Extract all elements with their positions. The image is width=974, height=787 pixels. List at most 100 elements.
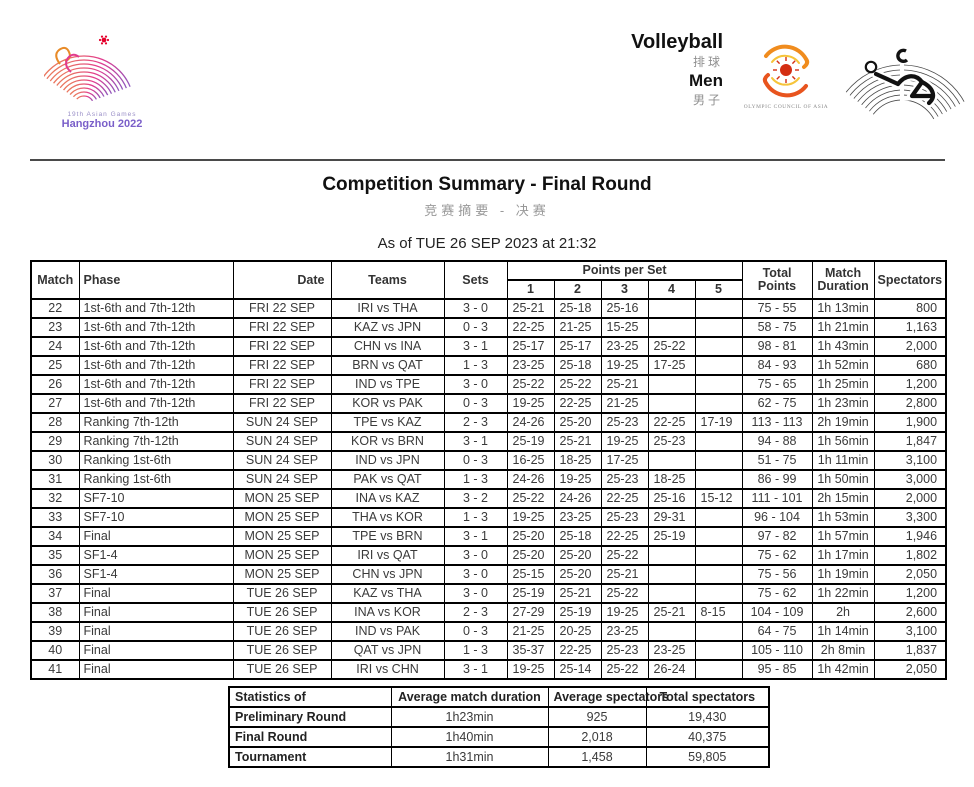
cell-duration: 1h 13min: [811, 298, 875, 319]
cell-sets: 1 - 3: [443, 507, 508, 528]
cell-s4: 25-21: [647, 602, 696, 623]
cell-avg_duration: 1h40min: [390, 726, 549, 748]
cell-s1: 25-15: [506, 564, 555, 585]
stats-row: Preliminary Round 1h23min 925 19,430: [228, 706, 770, 728]
cell-s1: 25-22: [506, 488, 555, 509]
cell-phase: Ranking 7th-12th: [78, 412, 234, 433]
cell-spectators: 1,163: [873, 317, 947, 338]
cell-s4: 23-25: [647, 640, 696, 661]
cell-s1: 23-25: [506, 355, 555, 376]
cell-duration: 2h: [811, 602, 875, 623]
match-row: 37 Final TUE 26 SEP KAZ vs THA 3 - 0 25-…: [30, 583, 947, 604]
match-row: 28 Ranking 7th-12th SUN 24 SEP TPE vs KA…: [30, 412, 947, 433]
match-row: 22 1st-6th and 7th-12th FRI 22 SEP IRI v…: [30, 298, 947, 319]
fan-logo-icon: 19th Asian Games Hangzhou 2022: [34, 35, 142, 130]
cell-s5: [694, 469, 743, 490]
cell-s3: 19-25: [600, 602, 649, 623]
cell-s5: [694, 317, 743, 338]
cell-s1: 35-37: [506, 640, 555, 661]
cell-s4: 22-25: [647, 412, 696, 433]
cell-match: 26: [30, 374, 80, 395]
cell-match: 25: [30, 355, 80, 376]
cell-s1: 25-20: [506, 526, 555, 547]
cell-s5: [694, 298, 743, 319]
cell-sets: 3 - 1: [443, 431, 508, 452]
cell-match: 34: [30, 526, 80, 547]
cell-sets: 0 - 3: [443, 393, 508, 414]
cell-match: 36: [30, 564, 80, 585]
cell-total: 62 - 75: [741, 393, 813, 414]
oca-caption-text: OLYMPIC COUNCIL OF ASIA: [744, 104, 829, 110]
cell-spectators: 3,300: [873, 507, 947, 528]
page-title-zh: 竞赛摘要 - 决赛: [424, 203, 550, 218]
cell-spectators: 1,837: [873, 640, 947, 661]
cell-sets: 3 - 0: [443, 564, 508, 585]
match-row: 25 1st-6th and 7th-12th FRI 22 SEP BRN v…: [30, 355, 947, 376]
cell-total: 113 - 113: [741, 412, 813, 433]
cell-spectators: 2,050: [873, 564, 947, 585]
cell-teams: IRI vs CHN: [330, 659, 445, 680]
cell-s5: [694, 545, 743, 566]
match-row: 31 Ranking 1st-6th SUN 24 SEP PAK vs QAT…: [30, 469, 947, 490]
cell-phase: Final: [78, 602, 234, 623]
cell-spectators: 800: [873, 298, 947, 319]
cell-sets: 2 - 3: [443, 412, 508, 433]
cell-s4: 17-25: [647, 355, 696, 376]
cell-teams: CHN vs INA: [330, 336, 445, 357]
cell-duration: 1h 14min: [811, 621, 875, 642]
cell-phase: Ranking 7th-12th: [78, 431, 234, 452]
cell-total: 58 - 75: [741, 317, 813, 338]
cell-s2: 18-25: [553, 450, 602, 471]
cell-s4: [647, 564, 696, 585]
match-row: 26 1st-6th and 7th-12th FRI 22 SEP IND v…: [30, 374, 947, 395]
cell-s1: 24-26: [506, 412, 555, 433]
cell-s5: [694, 374, 743, 395]
cell-total: 94 - 88: [741, 431, 813, 452]
cell-s5: [694, 507, 743, 528]
stats-table-container: Statistics of Average match duration Ave…: [228, 686, 770, 768]
cell-s4: [647, 393, 696, 414]
cell-match: 23: [30, 317, 80, 338]
cell-duration: 1h 56min: [811, 431, 875, 452]
cell-duration: 1h 43min: [811, 336, 875, 357]
cell-duration: 1h 50min: [811, 469, 875, 490]
cell-s4: [647, 583, 696, 604]
cell-s3: 15-25: [600, 317, 649, 338]
cell-duration: 1h 57min: [811, 526, 875, 547]
cell-phase: 1st-6th and 7th-12th: [78, 374, 234, 395]
col-header-teams: Teams: [330, 260, 445, 300]
volleyball-ball-icon: [864, 60, 878, 74]
cell-s1: 19-25: [506, 659, 555, 680]
col-header-set-2: 2: [553, 279, 602, 300]
cell-s1: 25-22: [506, 374, 555, 395]
sport-name: Volleyball: [631, 31, 723, 53]
cell-s3: 25-16: [600, 298, 649, 319]
cell-duration: 1h 53min: [811, 507, 875, 528]
cell-duration: 1h 52min: [811, 355, 875, 376]
cell-s3: 19-25: [600, 431, 649, 452]
cell-s5: [694, 659, 743, 680]
cell-date: FRI 22 SEP: [232, 393, 332, 414]
cell-date: MON 25 SEP: [232, 564, 332, 585]
cell-teams: KOR vs PAK: [330, 393, 445, 414]
cell-date: FRI 22 SEP: [232, 374, 332, 395]
cell-total_spectators: 40,375: [645, 726, 770, 748]
cell-duration: 1h 23min: [811, 393, 875, 414]
cell-total: 96 - 104: [741, 507, 813, 528]
cell-spectators: 2,600: [873, 602, 947, 623]
cell-avg_spectators: 1,458: [547, 746, 647, 768]
cell-phase: Ranking 1st-6th: [78, 469, 234, 490]
cell-s2: 20-25: [553, 621, 602, 642]
cell-date: MON 25 SEP: [232, 545, 332, 566]
cell-s3: 25-22: [600, 583, 649, 604]
cell-s1: 27-29: [506, 602, 555, 623]
cell-total: 75 - 62: [741, 545, 813, 566]
olympic-council-of-asia-logo: OLYMPIC COUNCIL OF ASIA: [738, 42, 834, 121]
cell-s2: 25-22: [553, 374, 602, 395]
col-header-match: Match: [30, 260, 80, 300]
games-name-text: 19th Asian Games: [67, 111, 136, 118]
cell-date: FRI 22 SEP: [232, 355, 332, 376]
cell-spectators: 3,100: [873, 450, 947, 471]
cell-total: 75 - 55: [741, 298, 813, 319]
cell-total: 98 - 81: [741, 336, 813, 357]
